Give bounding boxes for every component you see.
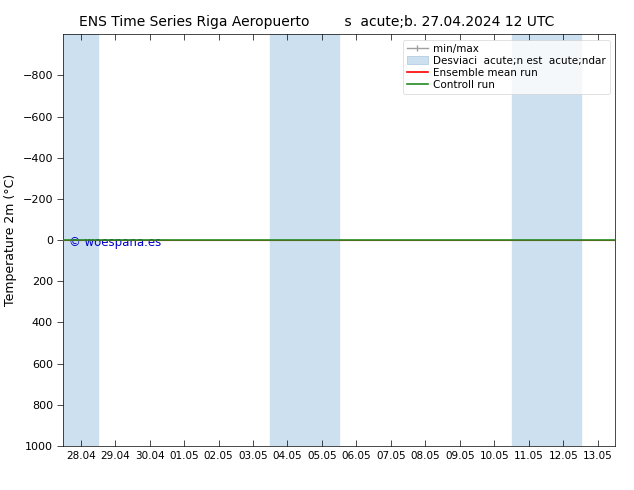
Bar (270, 34, 339, 446)
Legend: min/max, Desviaci  acute;n est  acute;ndar, Ensemble mean run, Controll run: min/max, Desviaci acute;n est acute;ndar… (403, 40, 610, 94)
Bar (512, 34, 581, 446)
Text: © woespana.es: © woespana.es (69, 236, 161, 248)
Bar (63, 34, 98, 446)
Text: ENS Time Series Riga Aeropuerto        s  acute;b. 27.04.2024 12 UTC: ENS Time Series Riga Aeropuerto s acute;… (79, 15, 555, 29)
Y-axis label: Temperature 2m (°C): Temperature 2m (°C) (4, 174, 17, 306)
